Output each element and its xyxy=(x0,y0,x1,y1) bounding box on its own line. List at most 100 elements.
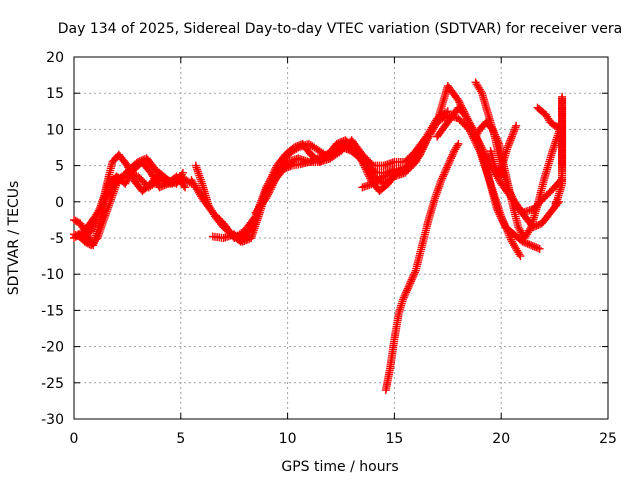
data-point xyxy=(454,96,463,105)
data-point xyxy=(442,163,451,172)
data-point xyxy=(402,286,411,295)
x-axis-label: GPS time / hours xyxy=(281,459,398,475)
data-point xyxy=(437,176,446,185)
data-point xyxy=(504,141,513,150)
data-point xyxy=(404,282,413,291)
data-point xyxy=(268,181,277,190)
data-point xyxy=(507,134,516,143)
data-point xyxy=(468,123,477,132)
data-point xyxy=(240,236,249,245)
data-point xyxy=(242,236,251,245)
data-point xyxy=(243,235,252,244)
y-tick-label: -20 xyxy=(41,340,64,356)
data-point xyxy=(507,132,516,141)
data-point xyxy=(491,130,500,139)
data-point xyxy=(510,125,519,134)
data-point xyxy=(503,143,512,152)
data-point xyxy=(533,244,542,253)
data-point xyxy=(494,208,503,217)
data-point xyxy=(438,174,447,183)
data-point xyxy=(442,165,451,174)
data-point xyxy=(271,165,280,174)
data-point xyxy=(400,291,409,300)
data-point xyxy=(408,273,417,282)
series-track-f xyxy=(187,107,452,242)
data-point xyxy=(516,252,525,261)
data-point xyxy=(263,192,272,201)
data-point xyxy=(492,134,501,143)
data-point xyxy=(405,281,414,290)
x-tick-labels: 0 5 10 15 20 25 xyxy=(70,431,617,447)
data-point xyxy=(398,295,407,304)
data-point xyxy=(401,290,410,299)
data-point xyxy=(449,148,458,157)
y-tick-label: 5 xyxy=(55,159,64,175)
data-point xyxy=(512,121,521,130)
data-point xyxy=(332,139,341,148)
data-points xyxy=(70,78,567,395)
data-point xyxy=(265,186,274,195)
chart-title: Day 134 of 2025, Sidereal Day-to-day VTE… xyxy=(58,21,622,37)
y-tick-label: -15 xyxy=(41,303,64,319)
series-track-d xyxy=(70,168,196,242)
data-point xyxy=(511,123,520,132)
data-point xyxy=(264,190,273,199)
axis-ticks xyxy=(73,56,609,420)
data-point xyxy=(534,220,543,229)
series-track-n xyxy=(486,121,521,181)
data-point xyxy=(497,214,506,223)
data-point xyxy=(523,239,532,248)
data-point xyxy=(508,130,517,139)
data-point xyxy=(498,215,507,224)
data-point xyxy=(399,293,408,302)
y-axis-label: SDTVAR / TECUs xyxy=(6,181,22,296)
data-point xyxy=(448,150,457,159)
data-point xyxy=(447,152,456,161)
data-point xyxy=(505,138,514,147)
data-point xyxy=(439,170,448,179)
data-point xyxy=(493,206,502,215)
data-point xyxy=(266,185,275,194)
data-point xyxy=(269,179,278,188)
x-tick-label: 0 xyxy=(70,431,79,447)
data-point xyxy=(443,161,452,170)
y-tick-label: -10 xyxy=(41,267,64,283)
data-point xyxy=(406,279,415,288)
data-point xyxy=(453,141,462,150)
data-point xyxy=(262,194,271,203)
data-point xyxy=(499,219,508,228)
y-tick-label: 15 xyxy=(46,86,64,102)
data-point xyxy=(488,125,497,134)
data-point xyxy=(535,244,544,253)
data-point xyxy=(526,224,535,233)
data-point xyxy=(530,242,539,251)
data-point xyxy=(491,163,500,172)
data-point xyxy=(402,288,411,297)
data-point xyxy=(447,154,456,163)
data-point xyxy=(496,212,505,221)
y-tick-label: -25 xyxy=(41,376,64,392)
grid-lines xyxy=(74,57,608,419)
data-point xyxy=(438,172,447,181)
data-point xyxy=(476,87,485,96)
data-point xyxy=(510,127,519,136)
x-tick-label: 5 xyxy=(176,431,185,447)
data-point xyxy=(290,143,299,152)
data-point xyxy=(492,165,501,174)
data-point xyxy=(490,129,499,138)
data-point xyxy=(532,243,541,252)
data-point xyxy=(334,139,343,148)
data-point xyxy=(492,205,501,214)
data-point xyxy=(403,284,412,293)
data-point xyxy=(440,168,449,177)
data-point xyxy=(527,241,536,250)
data-point xyxy=(238,237,247,246)
data-point xyxy=(489,127,498,136)
data-point xyxy=(271,176,280,185)
data-point xyxy=(455,98,464,107)
data-point xyxy=(490,161,499,170)
data-point xyxy=(528,241,537,250)
data-point xyxy=(493,136,502,145)
series-track-m xyxy=(381,139,463,395)
